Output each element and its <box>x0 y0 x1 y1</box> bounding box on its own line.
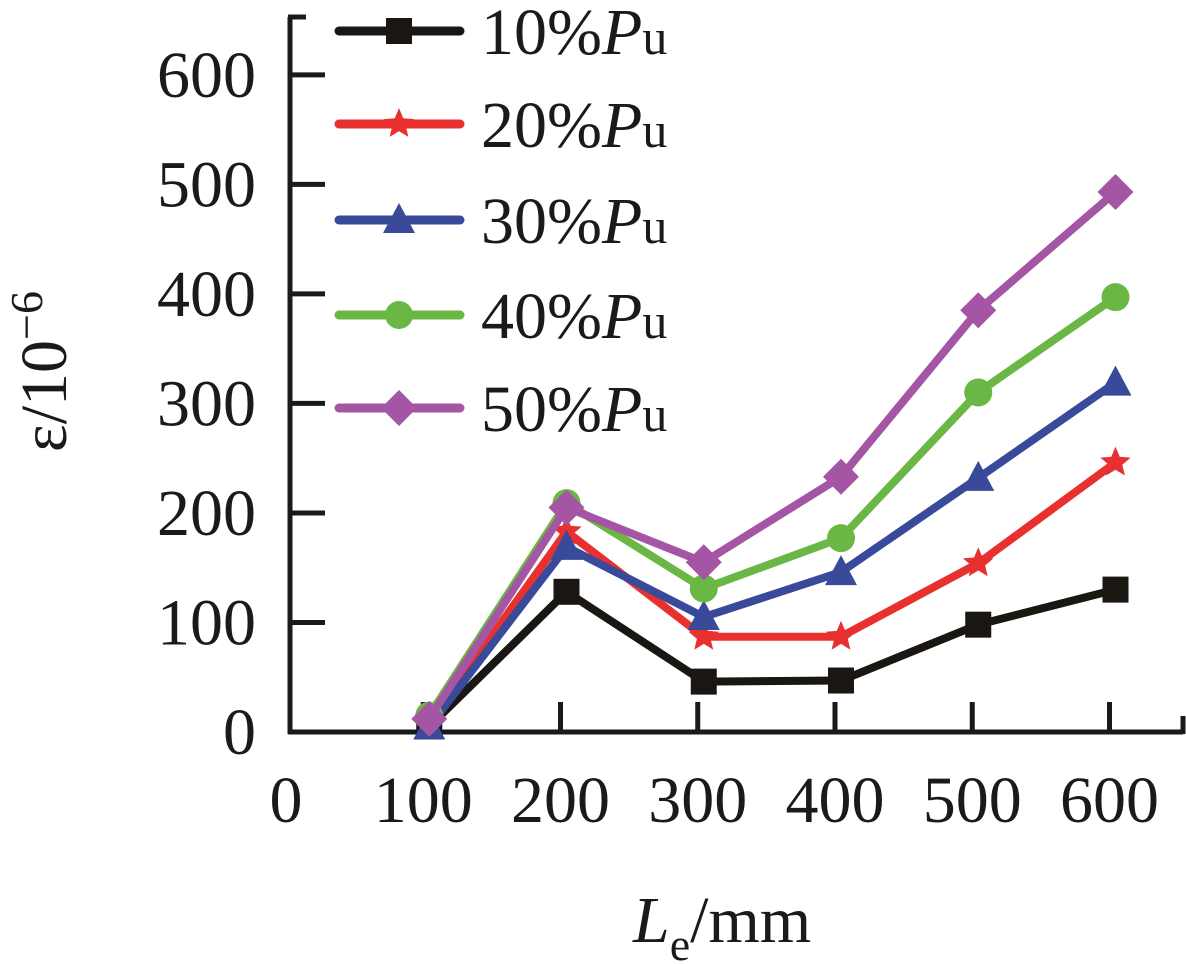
legend-item: 50%Pu <box>334 373 667 446</box>
x-tick-label: 100 <box>374 764 473 837</box>
legend-label-percent: 50% <box>481 373 602 446</box>
legend-label-sub: u <box>642 198 667 254</box>
y-axis-title-main: ε/10 <box>8 340 81 452</box>
legend-label-var: P <box>601 280 642 353</box>
axis-labels: Le/mm ε/10−6 <box>1 291 811 964</box>
data-point-square <box>1102 576 1129 603</box>
x-axis-title-sub: e <box>670 919 690 964</box>
legend-label: 30%Pu <box>481 185 667 258</box>
data-point-triangle <box>825 555 857 586</box>
legend-marker-circle <box>385 301 413 329</box>
y-tick-label: 500 <box>157 148 256 221</box>
series-line <box>425 458 1120 728</box>
data-point-triangle <box>687 599 720 630</box>
y-tick-label: 600 <box>157 39 256 112</box>
axes: 0 100 200 300 400 500 600 0 100 200 300 400 500 600 <box>157 14 1186 837</box>
y-axis-title: ε/10−6 <box>1 291 81 452</box>
y-axis-title-sup: −6 <box>1 291 52 340</box>
series-line <box>425 378 1120 731</box>
data-point-star <box>1100 446 1131 476</box>
legend-label-var: P <box>601 373 642 446</box>
y-tick-label: 400 <box>157 258 256 331</box>
data-point-square <box>965 611 992 638</box>
data-point-diamond <box>548 489 585 526</box>
legend-label-percent: 30% <box>481 185 602 258</box>
data-point-diamond <box>823 458 859 495</box>
series-50pct-pu <box>411 174 1134 737</box>
legend-label-sub: u <box>642 102 667 158</box>
legend-label-sub: u <box>642 9 667 65</box>
legend-label: 50%Pu <box>481 373 667 446</box>
legend-item: 10%Pu <box>334 0 667 69</box>
legend-item: 20%Pu <box>334 89 667 162</box>
legend-label-percent: 40% <box>481 280 602 353</box>
x-axis-title-unit: /mm <box>690 884 811 957</box>
legend-label-var: P <box>601 0 642 69</box>
y-tick-label: 200 <box>157 477 256 550</box>
data-point-triangle <box>1099 365 1132 396</box>
data-point-circle <box>827 524 855 553</box>
x-axis-title-main: L <box>632 884 670 957</box>
legend-label-percent: 10% <box>481 0 602 69</box>
x-tick-label: 200 <box>511 764 610 837</box>
legend-marker-square <box>386 18 412 44</box>
data-point-circle <box>1101 283 1130 312</box>
legend-label-percent: 20% <box>481 89 602 162</box>
legend-label: 40%Pu <box>481 280 667 353</box>
data-point-star <box>825 620 857 650</box>
series-line <box>425 293 1120 720</box>
x-tick-label: 500 <box>923 764 1022 837</box>
legend-label-var: P <box>601 89 642 162</box>
legend-marker-triangle <box>383 203 415 233</box>
x-tick-label: 300 <box>648 764 747 837</box>
legend-marker-diamond <box>381 390 417 426</box>
series-line <box>425 188 1120 723</box>
x-tick-label: 600 <box>1060 764 1159 837</box>
legend-item: 30%Pu <box>334 185 667 258</box>
legend-item: 40%Pu <box>334 280 667 353</box>
data-point-diamond <box>960 292 997 329</box>
data-point-square <box>553 578 580 605</box>
legend-label: 10%Pu <box>481 0 667 69</box>
y-tick-label: 100 <box>157 586 256 659</box>
legend-label-var: P <box>601 185 642 258</box>
x-axis-title: Le/mm <box>632 884 811 964</box>
legend-label: 20%Pu <box>481 89 667 162</box>
data-point-triangle <box>962 460 995 491</box>
legend-label-sub: u <box>642 293 667 349</box>
data-point-triangle <box>550 529 583 560</box>
data-point-circle <box>689 574 718 603</box>
data-point-diamond <box>1097 174 1134 211</box>
legend-label-sub: u <box>642 386 667 442</box>
data-point-diamond <box>685 544 722 581</box>
series-layer <box>411 174 1134 740</box>
series-30pct-pu <box>413 365 1132 740</box>
x-tick-label: 400 <box>786 764 885 837</box>
data-point-square <box>828 667 854 694</box>
legend-marker-star <box>383 108 415 137</box>
data-point-star <box>963 547 994 577</box>
data-point-square <box>690 668 717 695</box>
series-line <box>425 585 1120 731</box>
data-point-diamond <box>411 700 448 737</box>
data-point-circle <box>964 378 993 407</box>
y-tick-label: 300 <box>157 367 256 440</box>
y-tick-label: 0 <box>223 696 256 769</box>
x-tick-label: 0 <box>270 764 303 837</box>
data-point-star <box>688 620 719 650</box>
